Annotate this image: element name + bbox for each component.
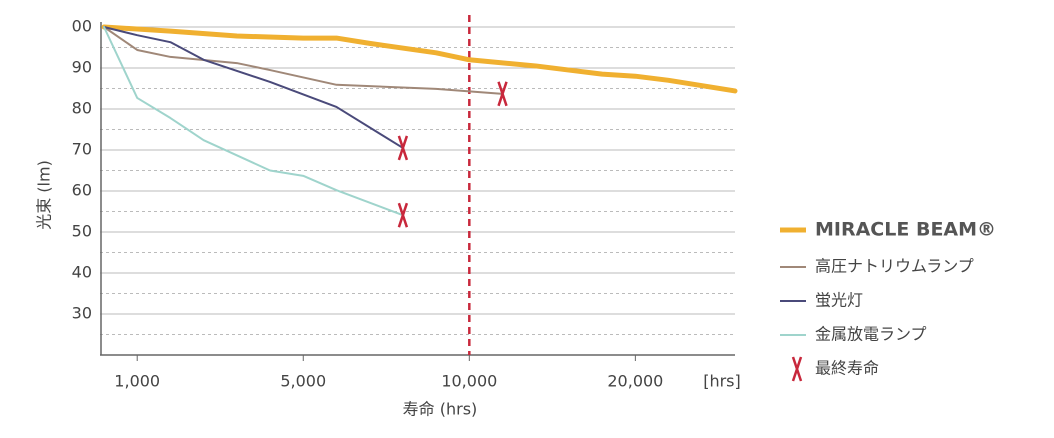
end-marker	[497, 81, 508, 107]
y-tick-label: 40	[72, 263, 92, 282]
legend-label: MIRACLE BEAM®	[815, 219, 996, 241]
legend-marker	[791, 356, 803, 382]
y-tick-label: 70	[72, 140, 92, 159]
legend-label: 蛍光灯	[815, 291, 863, 310]
y-axis-label: 光束 (lm)	[35, 160, 54, 230]
series-line	[103, 26, 404, 217]
end-marker	[397, 202, 409, 228]
legend-label: 最終寿命	[815, 359, 879, 378]
y-tick-label: 50	[72, 222, 92, 241]
y-tick-label: 30	[72, 304, 92, 323]
end-marker	[397, 135, 409, 161]
legend-label: 高圧ナトリウムランプ	[815, 257, 974, 276]
y-tick-label: 00	[72, 17, 92, 36]
x-unit: [hrs]	[703, 372, 741, 391]
x-tick-label: 10,000	[441, 372, 497, 391]
x-axis-label: 寿命 (hrs)	[403, 400, 478, 419]
series-line	[103, 26, 404, 149]
y-tick-label: 80	[72, 99, 92, 118]
x-tick-label: 5,000	[280, 372, 326, 391]
series-line	[103, 26, 504, 95]
y-tick-label: 60	[72, 181, 92, 200]
legend-label: 金属放電ランプ	[815, 325, 927, 344]
y-tick-label: 90	[72, 58, 92, 77]
x-tick-label: 20,000	[607, 372, 663, 391]
series-line	[101, 24, 738, 94]
x-tick-label: 1,000	[114, 372, 160, 391]
